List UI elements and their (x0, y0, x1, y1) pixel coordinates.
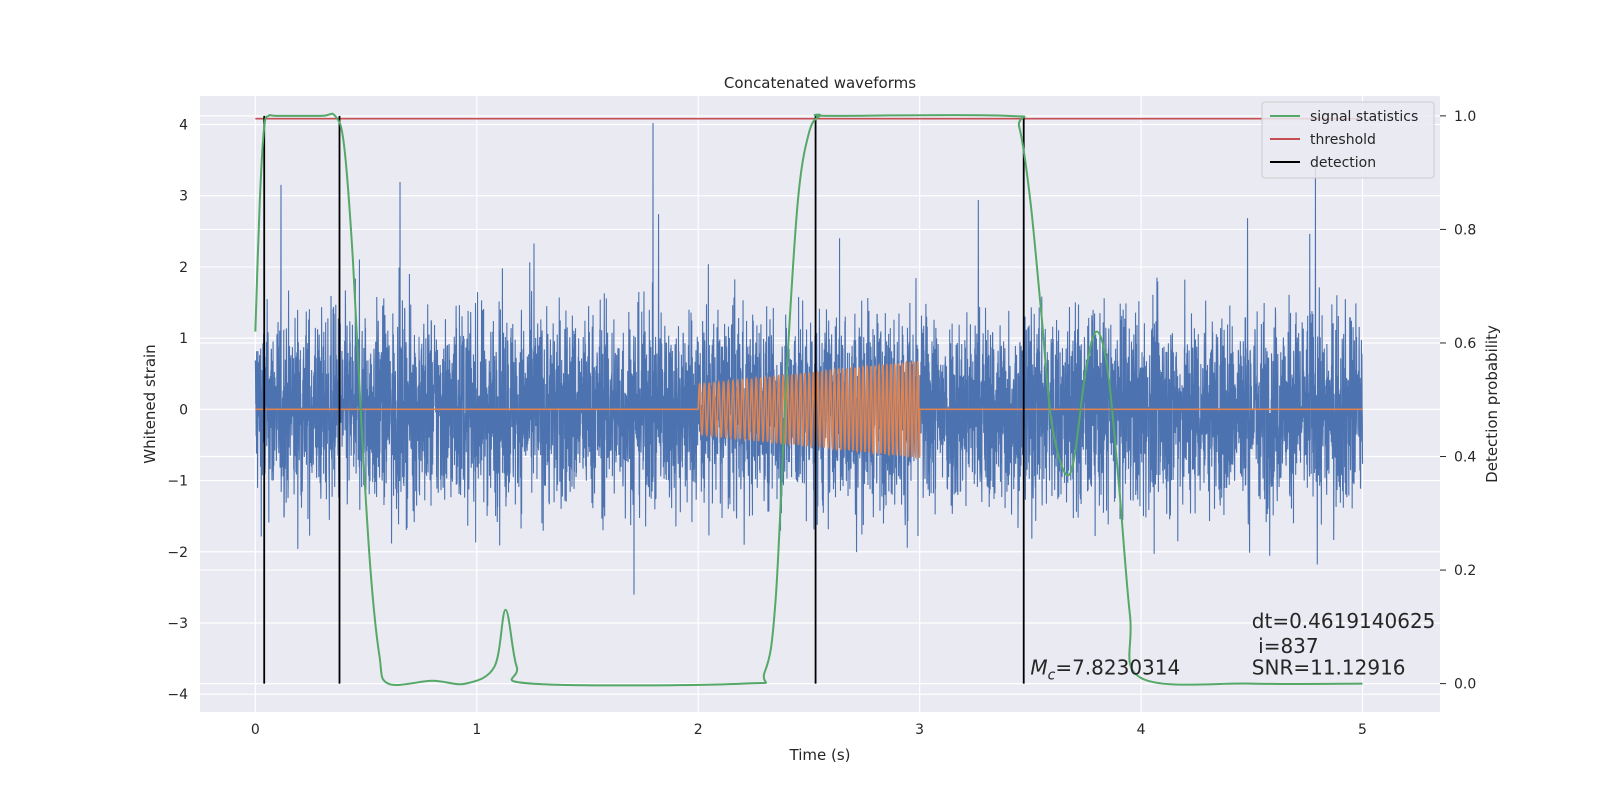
strain-series-line (254, 123, 1364, 595)
detection-lines (263, 115, 1025, 684)
right-tick-label: 0.0 (1454, 677, 1476, 693)
chart-title: Concatenated waveforms (724, 74, 916, 92)
annotation-2: i=837 (1252, 634, 1319, 658)
x-tick-label: 3 (915, 722, 924, 738)
y-tick-label: 4 (179, 117, 188, 133)
annotation-math-sub: c (1048, 667, 1056, 683)
y-tick-label: 3 (179, 189, 188, 205)
x-axis-label: Time (s) (789, 746, 851, 764)
y-tick-label: 2 (179, 260, 188, 276)
y-tick-label: −2 (167, 545, 188, 561)
y-tick-label: 1 (179, 331, 188, 347)
x-axis-ticks: 0 1 2 3 4 5 (251, 722, 1367, 738)
x-tick-label: 5 (1358, 722, 1367, 738)
annotation-text: =7.8230314 (1055, 655, 1180, 679)
x-tick-label: 4 (1137, 722, 1146, 738)
annotations: Mc=7.8230314 dt=0.4619140625 i=837SNR=11.… (1030, 609, 1435, 683)
right-tick-label: 1.0 (1454, 109, 1476, 125)
right-axis-label: Detection probability (1483, 325, 1501, 483)
right-tick-label: 0.2 (1454, 563, 1476, 579)
annotation-math-base: M (1030, 655, 1047, 679)
y-tick-label: −4 (167, 687, 188, 703)
legend-label-signal-statistics: signal statistics (1310, 109, 1418, 125)
y-axis-label: Whitened strain (141, 344, 159, 463)
y-tick-label: −1 (167, 474, 188, 490)
annotation-0: Mc=7.8230314 (1030, 655, 1180, 683)
right-axis-ticks: 0.0 0.2 0.4 0.6 0.8 1.0 (1440, 109, 1476, 693)
x-tick-label: 2 (694, 722, 703, 738)
annotation-3: SNR=11.12916 (1252, 655, 1406, 679)
signal-statistics-line (254, 112, 1363, 687)
y-axis-ticks: −4 −3 −2 −1 0 1 2 3 4 (167, 117, 188, 703)
legend: signal statistics threshold detection (1261, 101, 1435, 179)
y-tick-label: 0 (179, 402, 188, 418)
legend-label-detection: detection (1310, 155, 1376, 171)
right-tick-label: 0.6 (1454, 336, 1476, 352)
x-tick-label: 1 (472, 722, 481, 738)
legend-label-threshold: threshold (1310, 132, 1376, 148)
y-tick-label: −3 (167, 616, 188, 632)
annotation-1: dt=0.4619140625 (1252, 609, 1436, 633)
legend-box (1261, 101, 1435, 179)
right-tick-label: 0.4 (1454, 450, 1476, 466)
right-tick-label: 0.8 (1454, 222, 1476, 238)
template-series-line (255, 359, 1363, 460)
x-tick-label: 0 (251, 722, 260, 738)
